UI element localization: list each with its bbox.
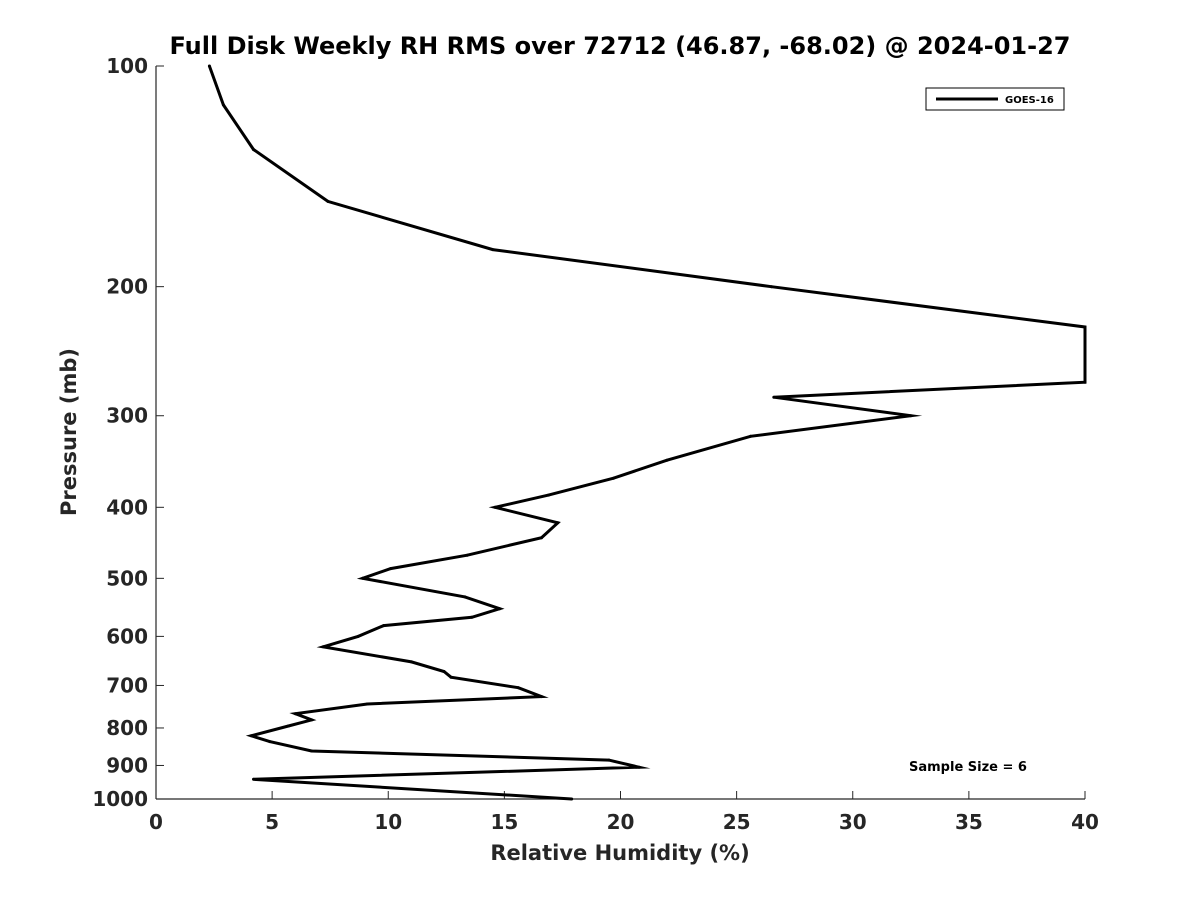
- data-point: [310, 749, 314, 753]
- data-point: [540, 536, 543, 540]
- data-point: [749, 434, 753, 438]
- data-point: [252, 148, 255, 151]
- x-tick-label: 0: [149, 810, 163, 834]
- data-point: [465, 553, 469, 557]
- data-point: [361, 576, 365, 580]
- y-tick-label: 200: [106, 275, 148, 299]
- y-tick-label: 900: [106, 753, 148, 777]
- data-point: [909, 414, 913, 418]
- data-point: [249, 734, 253, 738]
- data-point: [321, 645, 325, 649]
- y-tick-label: 500: [106, 566, 148, 590]
- data-point: [665, 458, 669, 462]
- x-tick-label: 5: [265, 810, 279, 834]
- data-point: [493, 505, 497, 509]
- data-point: [410, 660, 413, 664]
- y-tick-label: 800: [106, 716, 148, 740]
- data-point: [547, 493, 550, 497]
- data-point: [470, 615, 474, 619]
- data-point: [268, 740, 272, 744]
- y-tick-label: 600: [106, 624, 148, 648]
- data-point: [252, 777, 255, 781]
- data-point: [772, 395, 776, 399]
- series-line-goes-16: [207, 65, 1087, 801]
- data-point: [286, 724, 290, 728]
- x-axis-label: Relative Humidity (%): [490, 841, 749, 865]
- data-point: [556, 521, 560, 525]
- data-point: [442, 670, 446, 673]
- x-tick-label: 35: [955, 810, 983, 834]
- data-point: [326, 199, 330, 203]
- data-point: [770, 285, 773, 289]
- data-point: [310, 718, 314, 722]
- y-tick-label: 400: [106, 495, 148, 519]
- x-tick-label: 30: [839, 810, 867, 834]
- data-point: [516, 686, 520, 690]
- data-point: [207, 64, 211, 68]
- legend-entry-goes-16: GOES-16: [1005, 95, 1054, 106]
- data-point: [607, 758, 611, 762]
- y-tick-label: 100: [106, 54, 148, 78]
- legend: GOES-16: [925, 87, 1065, 111]
- y-tick-label: 1000: [92, 787, 148, 811]
- chart-title: Full Disk Weekly RH RMS over 72712 (46.8…: [169, 32, 1070, 60]
- data-point: [356, 634, 360, 638]
- y-tick-label: 300: [106, 404, 148, 428]
- data-point: [389, 567, 393, 571]
- data-point: [637, 765, 641, 769]
- data-point: [365, 702, 369, 706]
- x-tick-label: 40: [1071, 810, 1099, 834]
- data-point: [382, 624, 386, 628]
- data-point: [491, 248, 495, 252]
- sample-size-annotation: Sample Size = 6: [909, 760, 1027, 775]
- data-point: [449, 675, 453, 679]
- x-tick-label: 25: [723, 810, 751, 834]
- data-point: [612, 476, 615, 480]
- data-point: [570, 797, 574, 801]
- plot-area: 0 5 10 15 20 25 30 35 40 100 200 300 400 500 600 700 800…: [92, 54, 1099, 834]
- data-point: [221, 103, 225, 107]
- data-point: [463, 595, 467, 599]
- data-point: [540, 695, 543, 699]
- x-tick-label: 10: [374, 810, 402, 834]
- data-point: [498, 607, 502, 611]
- data-point: [293, 712, 297, 716]
- data-point: [1083, 325, 1087, 329]
- x-tick-label: 15: [490, 810, 518, 834]
- y-axis-label: Pressure (mb): [57, 348, 81, 516]
- y-tick-label: 700: [106, 673, 148, 697]
- data-point: [1083, 380, 1087, 384]
- x-tick-label: 20: [607, 810, 635, 834]
